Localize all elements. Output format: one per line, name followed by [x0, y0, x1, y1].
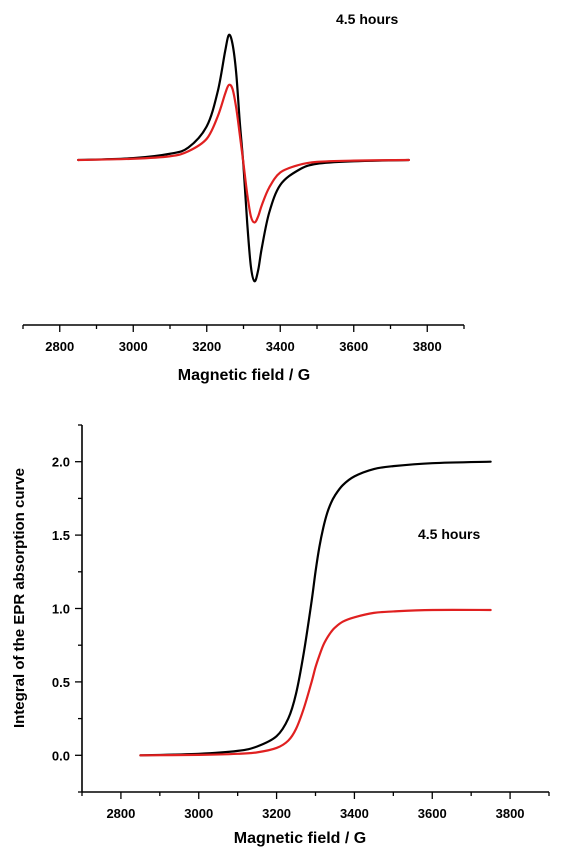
x-tick-label: 3200: [192, 339, 221, 354]
x-tick-label: 3600: [418, 806, 447, 821]
x-tick-label: 3400: [266, 339, 295, 354]
top-x-axis-ticks: 2800 3000 3200 3400 3600 3800: [22, 325, 465, 354]
top-panel: 2800 3000 3200 3400 3600 3800 4.5 hours Magne…: [22, 11, 465, 384]
x-tick-label: 3400: [340, 806, 369, 821]
bottom-series-line-red: [139, 608, 492, 757]
bottom-axis-ticks: 2800 3000 3200 3400 3600 3800 0.0 0.5 1.0 1.5 2.0: [52, 424, 550, 821]
x-tick-label: 2800: [106, 806, 135, 821]
x-tick-label: 3200: [262, 806, 291, 821]
x-tick-label: 3600: [339, 339, 368, 354]
x-tick-label: 2800: [45, 339, 74, 354]
bottom-series-group: [139, 460, 492, 757]
y-tick-label: 1.0: [52, 602, 70, 617]
y-tick-label: 0.5: [52, 675, 70, 690]
y-tick-label: 0.0: [52, 748, 70, 763]
y-tick-label: 2.0: [52, 455, 70, 470]
bottom-y-axis-title: Integral of the EPR absorption curve: [11, 468, 28, 728]
bottom-annotation: 4.5 hours: [418, 526, 480, 542]
top-annotation: 4.5 hours: [336, 11, 398, 27]
x-tick-label: 3000: [119, 339, 148, 354]
bottom-x-axis-title: Magnetic field / G: [234, 830, 366, 847]
x-tick-label: 3800: [413, 339, 442, 354]
top-x-axis-title: Magnetic field / G: [178, 367, 310, 384]
y-tick-label: 1.5: [52, 528, 70, 543]
bottom-series-line-black: [139, 460, 492, 757]
bottom-panel: 2800 3000 3200 3400 3600 38000.00.51.01.52.0 …: [11, 424, 550, 847]
x-tick-label: 3000: [184, 806, 213, 821]
top-series-group: [77, 33, 410, 283]
x-tick-label: 3800: [496, 806, 525, 821]
top-series-line-red: [77, 83, 410, 224]
